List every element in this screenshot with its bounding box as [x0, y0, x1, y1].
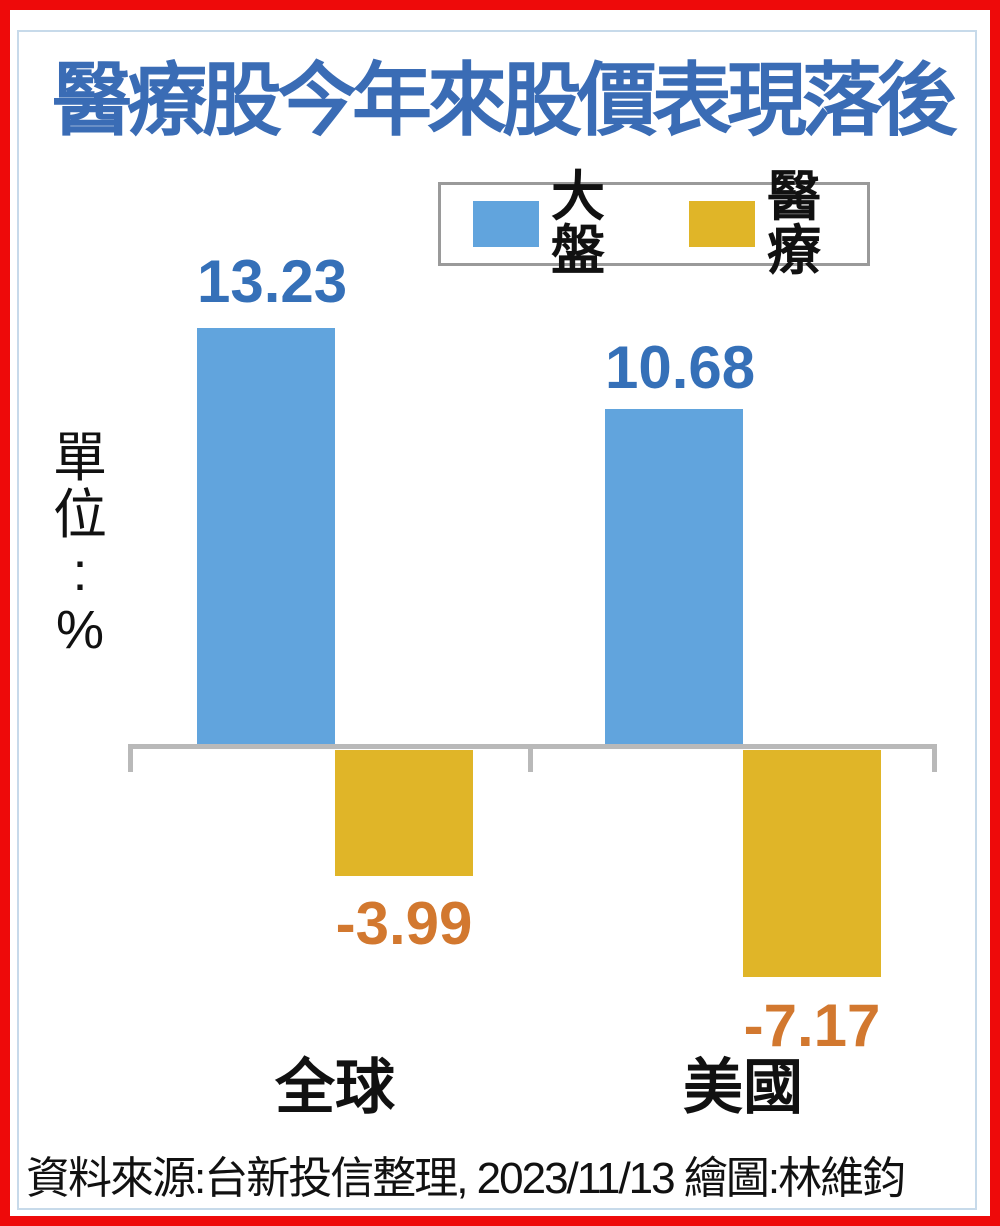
bar-us-market [605, 409, 743, 746]
value-label-global-medical: -3.99 [335, 890, 473, 957]
value-label-us-market: 10.68 [605, 334, 756, 401]
unit-char-4: % [55, 599, 104, 660]
page-title: 醫療股今年來股價表現落後 [52, 56, 957, 145]
inner-frame-line [17, 30, 977, 1210]
axis-tick-right [932, 744, 937, 772]
y-axis-unit-label: 單 位 : % [48, 428, 112, 660]
axis-tick-left [128, 744, 133, 772]
legend: 大盤 醫療 [438, 170, 870, 278]
bar-us-medical [743, 750, 881, 977]
category-label-global: 全球 [275, 1054, 395, 1121]
bar-global-medical [335, 750, 473, 876]
source-note: 資料來源:台新投信整理, 2023/11/13 繪圖:林維鈞 [26, 1154, 906, 1203]
category-label-us: 美國 [683, 1054, 803, 1121]
value-label-us-medical: -7.17 [743, 992, 881, 1059]
bar-global-market [197, 328, 335, 746]
legend-swatch-medical [689, 201, 755, 247]
legend-label-medical: 醫療 [767, 167, 821, 281]
unit-char-1: 單 [53, 428, 107, 488]
unit-char-2: 位 [53, 485, 107, 546]
value-label-global-market: 13.23 [197, 248, 348, 315]
unit-char-3: : [72, 542, 88, 603]
legend-label-market: 大盤 [551, 167, 605, 281]
axis-tick-middle [528, 744, 533, 772]
legend-swatch-market [473, 201, 539, 247]
